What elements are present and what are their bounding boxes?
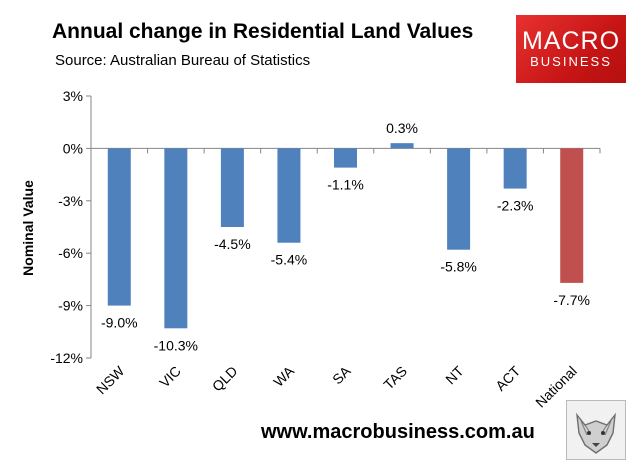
y-tick-label: -6% xyxy=(58,245,83,261)
bar xyxy=(447,148,471,250)
category-label: ACT xyxy=(492,362,523,393)
bar xyxy=(277,148,301,243)
bar xyxy=(560,148,584,283)
data-label: 0.3% xyxy=(386,120,418,136)
category-label: NT xyxy=(442,362,467,387)
y-tick-label: -9% xyxy=(58,298,83,314)
data-label: -2.3% xyxy=(497,198,534,214)
chart-title: Annual change in Residential Land Values xyxy=(52,20,474,43)
y-axis-title: Nominal Value xyxy=(20,180,36,276)
data-label: -10.3% xyxy=(154,337,198,353)
category-label: TAS xyxy=(380,363,410,393)
website-url: www.macrobusiness.com.au xyxy=(261,421,535,443)
bar xyxy=(334,148,357,168)
y-tick-label: -3% xyxy=(58,193,83,209)
category-label: QLD xyxy=(209,363,241,395)
category-label: VIC xyxy=(156,363,184,391)
y-tick-label: -12% xyxy=(50,350,83,366)
bar xyxy=(503,148,527,189)
bar xyxy=(107,148,131,306)
data-label: -5.8% xyxy=(440,259,477,275)
data-label: -9.0% xyxy=(101,315,138,331)
y-tick-label: 3% xyxy=(63,88,83,104)
category-label: SA xyxy=(329,362,354,387)
bar xyxy=(220,148,244,227)
bar xyxy=(164,148,188,329)
wolf-mascot-icon xyxy=(566,400,626,460)
data-label: -4.5% xyxy=(214,236,251,252)
data-label: -7.7% xyxy=(553,292,590,308)
data-label: -1.1% xyxy=(327,177,364,193)
macrobusiness-logo: MACRO BUSINESS xyxy=(516,15,626,83)
data-label: -5.4% xyxy=(271,252,308,268)
chart-subtitle: Source: Australian Bureau of Statistics xyxy=(55,52,311,69)
category-label: NSW xyxy=(93,362,128,397)
category-label: WA xyxy=(270,362,297,389)
bar xyxy=(390,143,414,149)
logo-line-1: MACRO xyxy=(521,27,621,55)
logo-line-2: BUSINESS xyxy=(530,54,612,69)
y-tick-label: 0% xyxy=(63,140,83,156)
